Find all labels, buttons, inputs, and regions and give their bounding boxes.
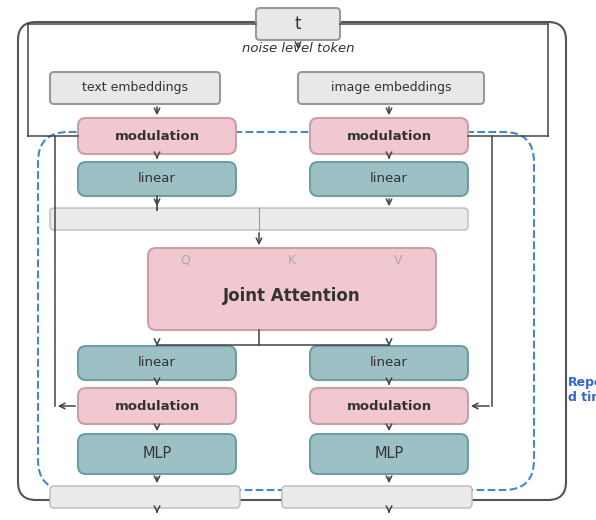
FancyBboxPatch shape <box>78 346 236 380</box>
FancyBboxPatch shape <box>50 486 240 508</box>
Text: V: V <box>394 253 402 266</box>
Text: modulation: modulation <box>346 129 432 142</box>
FancyBboxPatch shape <box>310 346 468 380</box>
FancyBboxPatch shape <box>256 8 340 40</box>
Text: modulation: modulation <box>114 399 200 412</box>
FancyBboxPatch shape <box>148 248 436 330</box>
FancyBboxPatch shape <box>78 434 236 474</box>
Text: linear: linear <box>138 173 176 186</box>
Text: Joint Attention: Joint Attention <box>223 287 361 305</box>
Text: modulation: modulation <box>346 399 432 412</box>
FancyBboxPatch shape <box>310 434 468 474</box>
Text: linear: linear <box>370 173 408 186</box>
Text: modulation: modulation <box>114 129 200 142</box>
FancyBboxPatch shape <box>18 22 566 500</box>
FancyBboxPatch shape <box>50 208 468 230</box>
Text: MLP: MLP <box>142 447 172 462</box>
FancyBboxPatch shape <box>78 388 236 424</box>
Text: image embeddings: image embeddings <box>331 82 451 95</box>
FancyBboxPatch shape <box>78 162 236 196</box>
Text: linear: linear <box>370 357 408 370</box>
FancyBboxPatch shape <box>310 118 468 154</box>
FancyBboxPatch shape <box>282 486 472 508</box>
Text: Repeat
d times: Repeat d times <box>568 376 596 404</box>
FancyBboxPatch shape <box>310 162 468 196</box>
FancyBboxPatch shape <box>298 72 484 104</box>
Text: text embeddings: text embeddings <box>82 82 188 95</box>
Text: noise level token: noise level token <box>242 42 354 55</box>
FancyBboxPatch shape <box>50 72 220 104</box>
Text: linear: linear <box>138 357 176 370</box>
Text: K: K <box>288 253 296 266</box>
Text: MLP: MLP <box>374 447 403 462</box>
FancyBboxPatch shape <box>310 388 468 424</box>
FancyBboxPatch shape <box>78 118 236 154</box>
Text: Q: Q <box>180 253 190 266</box>
Text: t: t <box>295 15 301 33</box>
